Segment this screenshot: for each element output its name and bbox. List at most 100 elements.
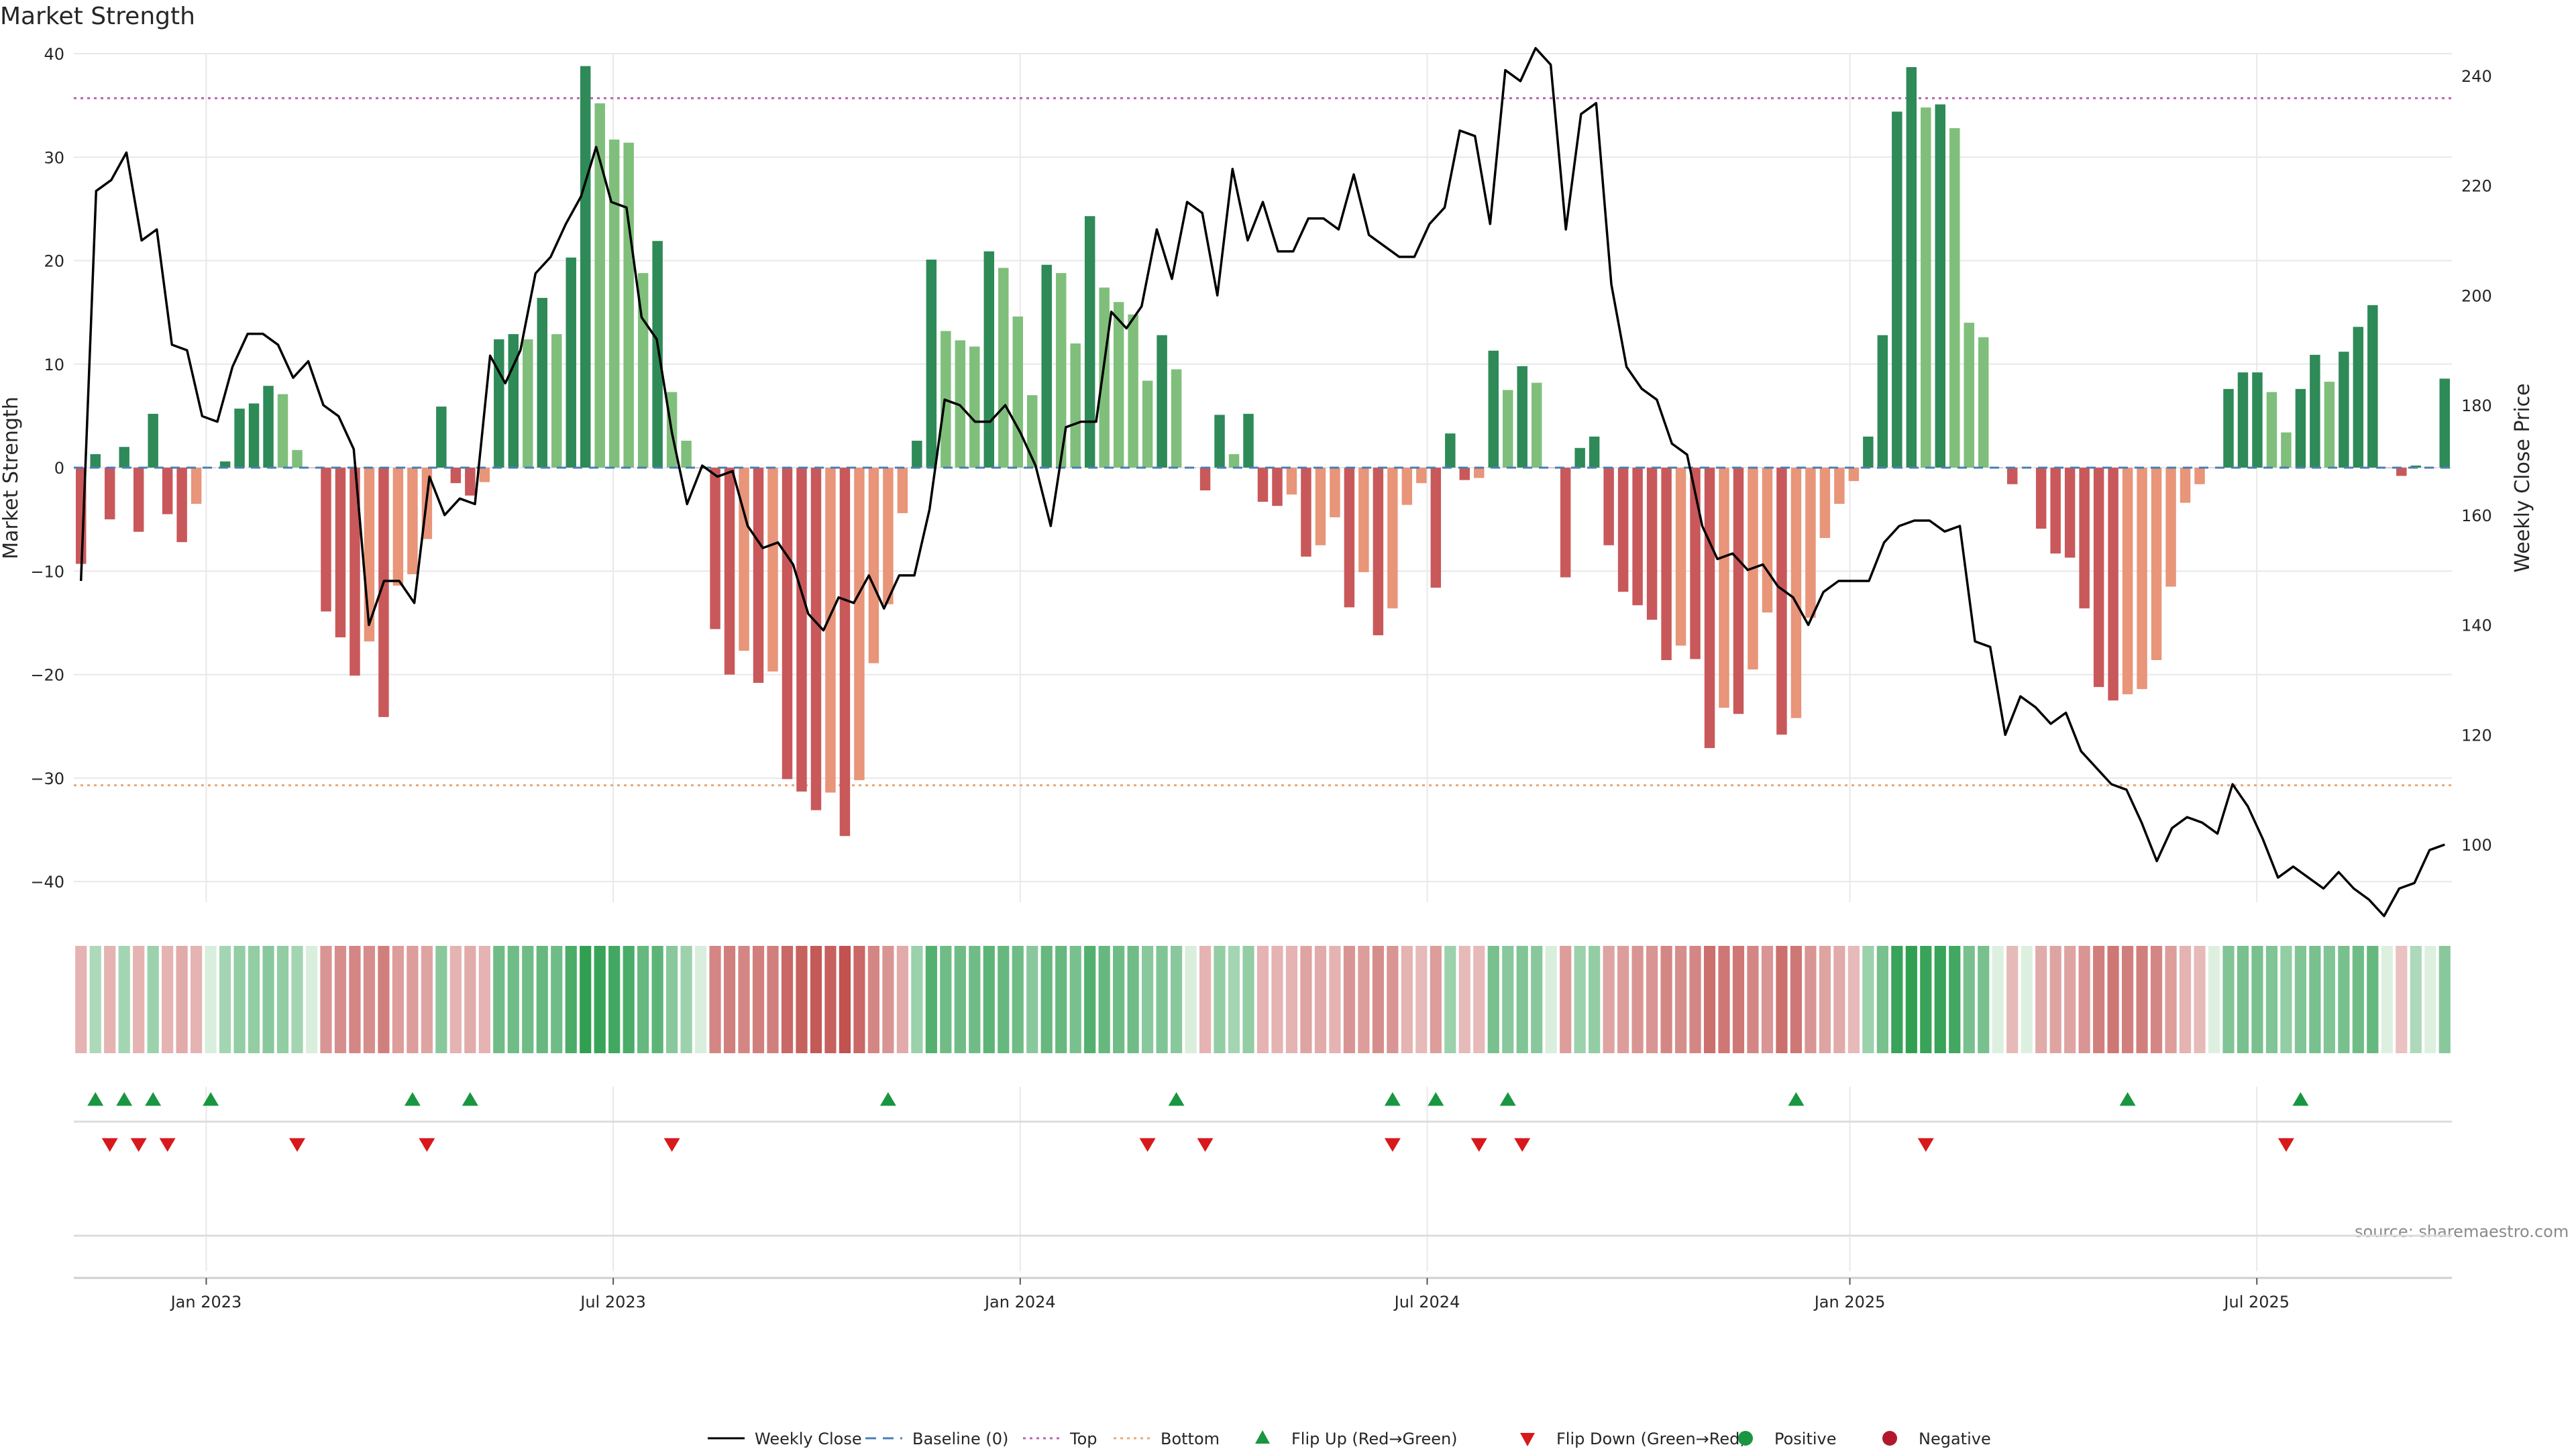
heat-cell [219, 946, 231, 1053]
heat-cell [320, 946, 332, 1053]
strength-bar [1301, 468, 1311, 557]
strength-bar [739, 468, 749, 651]
strength-bar [378, 468, 389, 717]
legend-label: Flip Up (Red→Green) [1291, 1430, 1458, 1448]
strength-bar [1128, 314, 1138, 468]
strength-bar [436, 407, 447, 468]
strength-bar [133, 468, 144, 532]
heat-cell [2107, 946, 2119, 1053]
strength-bar [148, 413, 158, 468]
x-tick-label: Jan 2024 [983, 1293, 1056, 1311]
heat-cell [1502, 946, 1514, 1053]
heat-cell [796, 946, 808, 1053]
heat-cell [1992, 946, 2004, 1053]
heat-cell [1776, 946, 1788, 1053]
strength-bar [162, 468, 173, 515]
heat-cell [435, 946, 447, 1053]
heat-cell [1516, 946, 1528, 1053]
heat-cell [1387, 946, 1399, 1053]
flip-up-marker [145, 1092, 162, 1106]
y-axis-title: Market Strength [0, 396, 23, 559]
y2-tick-label: 180 [2461, 396, 2492, 415]
strength-bar [2410, 465, 2422, 468]
strength-bar [2295, 388, 2306, 468]
strength-bar [1574, 447, 1585, 468]
heat-cell [1963, 946, 1975, 1053]
legend-item: Bottom [1114, 1430, 1220, 1448]
strength-bar [1762, 468, 1773, 613]
legend-swatch [1520, 1433, 1535, 1446]
strength-bar [1330, 468, 1340, 518]
strength-bar [1387, 468, 1398, 608]
strength-bar [753, 468, 764, 683]
strength-bar [1416, 468, 1427, 484]
strength-bar [407, 468, 418, 574]
heat-cell [1372, 946, 1384, 1053]
x-tick-label: Jul 2024 [1393, 1293, 1460, 1311]
strength-bar [508, 334, 519, 468]
flip-down-marker [1917, 1138, 1934, 1152]
strength-bar [392, 468, 404, 586]
x-axis: Jan 2023 Jul 2023 Jan 2024 Jul 2024 Jan 2025… [74, 1277, 2452, 1311]
heat-cell [262, 946, 274, 1053]
heat-cell [1401, 946, 1413, 1053]
heat-cell [1905, 946, 1917, 1053]
y-tick-label: 10 [44, 356, 64, 374]
heat-cell [1761, 946, 1774, 1053]
flip-up-marker [1788, 1092, 1805, 1106]
heat-cell [1271, 946, 1283, 1053]
heat-cell [2049, 946, 2061, 1053]
strength-bar [1243, 413, 1254, 468]
heat-cell [1026, 946, 1038, 1053]
strength-bar [2266, 392, 2277, 468]
strength-bar [2237, 372, 2249, 468]
strength-bar [350, 468, 360, 676]
heat-cell [1170, 946, 1183, 1053]
heat-cell [1444, 946, 1456, 1053]
strength-bar [1964, 323, 1974, 468]
heat-cell [1040, 946, 1053, 1053]
legend-item: Weekly Close [708, 1430, 862, 1448]
strength-bar [2367, 305, 2378, 468]
heat-cell [1718, 946, 1730, 1053]
strength-bar [1704, 468, 1715, 749]
heat-cell [2165, 946, 2177, 1053]
flip-up-marker [116, 1092, 133, 1106]
heat-cell [853, 946, 865, 1053]
strength-bar [566, 257, 576, 468]
legend-label: Weekly Close [755, 1430, 862, 1448]
heat-cell [954, 946, 966, 1053]
y-tick-label: 40 [44, 45, 64, 64]
heat-cell [1012, 946, 1024, 1053]
heat-cell [1603, 946, 1615, 1053]
strength-bar [277, 394, 288, 468]
x-tick-label: Jan 2023 [170, 1293, 242, 1311]
heat-cell [2280, 946, 2292, 1053]
heat-cell [1458, 946, 1470, 1053]
strength-bar [335, 468, 346, 638]
strength-bar [1877, 335, 1888, 468]
strength-bar [1070, 343, 1081, 468]
heat-cell [248, 946, 260, 1053]
heat-cell [1646, 946, 1658, 1053]
heat-cell [493, 946, 505, 1053]
heat-cell [969, 946, 981, 1053]
strength-bar [2281, 432, 2292, 468]
strength-bar [1027, 395, 1038, 468]
y-tick-label: −10 [30, 562, 64, 581]
strength-bar [1646, 468, 1658, 620]
flip-down-marker [419, 1138, 435, 1152]
heat-cell [133, 946, 145, 1053]
heat-cell [824, 946, 837, 1053]
strength-bar [1503, 390, 1513, 468]
heat-cell [191, 946, 203, 1053]
flip-markers [74, 1092, 2452, 1237]
flip-down-marker [663, 1138, 680, 1152]
heat-cell [464, 946, 476, 1053]
heat-cell [1199, 946, 1212, 1053]
y2-tick-label: 120 [2461, 726, 2492, 745]
strength-bar [2252, 372, 2263, 468]
strength-bar [1157, 335, 1167, 468]
strength-bar [782, 468, 793, 780]
